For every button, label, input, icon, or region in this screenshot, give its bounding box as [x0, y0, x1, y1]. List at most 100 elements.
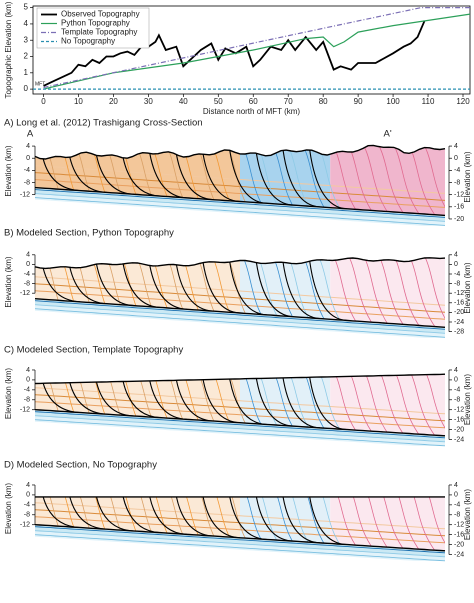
footwall-band — [35, 530, 445, 561]
strata-line — [84, 496, 126, 551]
strata-line — [372, 496, 415, 551]
strata-line — [372, 145, 415, 216]
y-tick-label: -8 — [24, 280, 30, 287]
y2-tick-label: -4 — [454, 271, 460, 278]
strata — [35, 290, 445, 320]
y-tick-label: -12 — [20, 407, 30, 414]
strata-line — [387, 374, 430, 436]
x-tick-label: 70 — [284, 97, 293, 106]
strata — [35, 387, 445, 415]
y-tick-label: 5 — [24, 3, 29, 12]
y2-tick-label: -20 — [454, 426, 464, 433]
strata-line — [160, 145, 202, 216]
y2-tick-label: -8 — [454, 397, 460, 404]
y2-tick-label: -12 — [454, 290, 464, 297]
strata-line — [387, 496, 430, 551]
strata-line — [220, 496, 263, 551]
panel-title: B) Modeled Section, Python Topography — [4, 228, 174, 239]
strata-line — [84, 145, 126, 216]
x-tick-label: 60 — [249, 97, 258, 106]
y2-tick-label: -24 — [454, 551, 464, 558]
strata-line — [342, 496, 384, 551]
y-tick-label: 0 — [26, 377, 30, 384]
strata-line — [266, 374, 308, 436]
strata-line — [342, 374, 384, 436]
y-tick-label: -4 — [24, 387, 30, 394]
basal-detachment — [34, 409, 446, 437]
strata-line — [402, 145, 445, 216]
strata-line — [190, 145, 233, 216]
legend-label: Template Topography — [61, 28, 137, 37]
x-tick-label: 30 — [144, 97, 153, 106]
footwall-line — [34, 534, 446, 562]
y2-tick-label: -16 — [454, 204, 464, 211]
basal-detachment — [34, 524, 446, 552]
y2-tick-label: -4 — [454, 387, 460, 394]
x-tick-label: 10 — [74, 97, 83, 106]
unit-fill — [35, 257, 240, 328]
footwall-line — [34, 419, 446, 447]
y2-tick-label: -24 — [454, 436, 464, 443]
y2-axis-label: Elevation (km) — [463, 151, 472, 202]
strata-line — [235, 374, 278, 436]
legend-label: Observed Topography — [61, 10, 140, 19]
y2-axis-label: Elevation (km) — [463, 489, 472, 540]
x-tick-label: 120 — [456, 97, 470, 106]
y2-tick-label: -12 — [454, 522, 464, 529]
y-axis-label: Elevation (km) — [4, 256, 13, 307]
y-tick-label: -8 — [24, 512, 30, 519]
footwall-line — [34, 189, 446, 218]
y2-tick-label: -16 — [454, 300, 464, 307]
y2-tick-label: 4 — [454, 482, 458, 489]
strata-line — [402, 374, 445, 436]
strata-line — [205, 496, 248, 551]
strata-line — [281, 374, 324, 436]
strata-line — [38, 145, 81, 216]
footwall-band — [35, 524, 445, 557]
strata-line — [53, 496, 96, 551]
strata-line — [387, 145, 430, 216]
strata-line — [99, 374, 142, 436]
strata-line — [220, 374, 263, 436]
strata-line — [327, 496, 369, 551]
strata-line — [69, 145, 111, 216]
strata-line — [281, 496, 324, 551]
y2-tick-label: 0 — [454, 492, 458, 499]
y2-tick-label: -4 — [454, 167, 460, 174]
strata-line — [144, 145, 187, 216]
strata-line — [129, 496, 172, 551]
x-tick-label: 100 — [386, 97, 400, 106]
hanging-wall — [35, 496, 445, 551]
footwall-band — [35, 298, 445, 334]
y-tick-label: -4 — [24, 167, 30, 174]
y-axis-label: Elevation (km) — [4, 145, 13, 196]
y-tick-label: 2 — [24, 52, 29, 61]
footwall-band — [35, 193, 445, 226]
strata-line — [69, 496, 111, 551]
y2-axis-label: Elevation (km) — [463, 262, 472, 313]
strata-line — [99, 145, 142, 216]
legend-label: Python Topography — [61, 19, 130, 28]
y-tick-label: -12 — [20, 192, 30, 199]
strata-line — [296, 496, 339, 551]
strata-line — [84, 374, 126, 436]
topography — [34, 144, 446, 160]
strata — [35, 179, 445, 208]
strata-line — [175, 374, 217, 436]
y2-tick-label: 4 — [454, 367, 458, 374]
strata — [35, 172, 445, 201]
y2-tick-label: 4 — [454, 252, 458, 259]
line-series — [43, 13, 471, 90]
strata-line — [38, 374, 81, 436]
topography — [34, 257, 446, 270]
footwall-line — [34, 300, 446, 330]
y2-tick-label: -8 — [454, 179, 460, 186]
strata-line — [357, 496, 399, 551]
line-series — [43, 20, 426, 87]
y-tick-label: -4 — [24, 502, 30, 509]
footwall-line — [34, 193, 446, 222]
strata-line — [235, 145, 278, 216]
strata-line — [129, 145, 172, 216]
footwall-band — [35, 415, 445, 446]
y-tick-label: 3 — [24, 35, 29, 44]
